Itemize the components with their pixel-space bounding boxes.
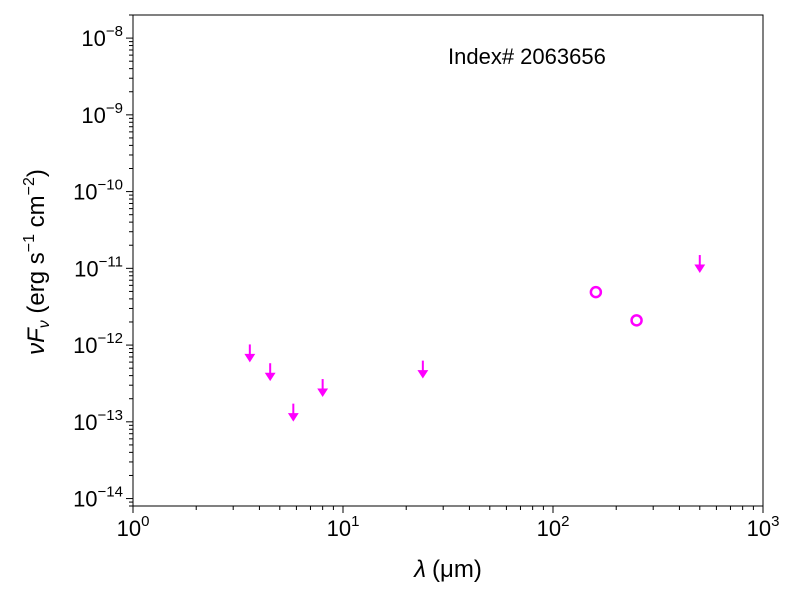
x-tick-exp: 2 bbox=[561, 513, 569, 530]
y-axis-exp1: −1 bbox=[21, 234, 38, 252]
upper-limit-arrow bbox=[417, 360, 429, 379]
y-tick-label: 10−12 bbox=[73, 330, 123, 358]
y-tick-base: 10 bbox=[81, 26, 105, 51]
y-tick-base: 10 bbox=[74, 256, 98, 281]
y-tick-exp: −8 bbox=[106, 23, 123, 40]
upper-limit-arrow bbox=[694, 255, 706, 273]
y-tick-label: 10−11 bbox=[74, 253, 123, 281]
x-axis-symbol: λ bbox=[412, 556, 426, 583]
upper-limit-head bbox=[417, 370, 429, 379]
y-tick-label: 10−8 bbox=[81, 23, 123, 51]
upper-limit-arrow bbox=[287, 403, 299, 422]
x-tick-label: 102 bbox=[537, 513, 570, 541]
y-tick-base: 10 bbox=[81, 103, 105, 128]
y-tick-exp: −11 bbox=[99, 253, 123, 270]
y-tick-base: 10 bbox=[73, 487, 97, 512]
y-tick-base: 10 bbox=[73, 180, 97, 205]
x-tick-base: 10 bbox=[327, 516, 351, 541]
y-tick-label: 10−9 bbox=[81, 100, 123, 128]
y-tick-label: 10−10 bbox=[73, 177, 123, 205]
y-tick-base: 10 bbox=[73, 410, 97, 435]
x-tick-exp: 0 bbox=[141, 513, 149, 530]
y-axis-unit-close: ) bbox=[23, 169, 50, 177]
chart-annotation: Index# 2063656 bbox=[448, 44, 606, 69]
y-axis-subscript: ν bbox=[36, 320, 53, 328]
y-axis-unit-open: (erg s bbox=[23, 252, 50, 320]
y-tick-exp: −13 bbox=[98, 407, 123, 424]
upper-limit-head bbox=[317, 388, 329, 397]
y-tick-label: 10−13 bbox=[73, 407, 123, 435]
y-axis-symbol: νF bbox=[23, 327, 50, 355]
x-tick-base: 10 bbox=[537, 516, 561, 541]
y-tick-exp: −10 bbox=[98, 177, 123, 194]
y-tick-exp: −9 bbox=[106, 100, 123, 117]
y-tick-label: 10−14 bbox=[73, 484, 123, 512]
x-tick-label: 101 bbox=[327, 513, 360, 541]
data-marks bbox=[244, 255, 706, 422]
x-axis-unit: (μm) bbox=[432, 556, 482, 583]
upper-limit-head bbox=[287, 413, 299, 422]
x-tick-base: 10 bbox=[747, 516, 771, 541]
y-axis-title: νFν (erg s−1 cm−2) bbox=[21, 169, 53, 355]
y-tick-base: 10 bbox=[73, 333, 97, 358]
x-tick-label: 103 bbox=[747, 513, 780, 541]
x-tick-base: 10 bbox=[117, 516, 141, 541]
plot-area bbox=[133, 15, 763, 506]
upper-limit-head bbox=[694, 264, 706, 273]
upper-limit-arrow bbox=[317, 379, 329, 397]
x-tick-label: 100 bbox=[117, 513, 150, 541]
upper-limit-head bbox=[244, 353, 256, 363]
plot-frame bbox=[132, 14, 764, 507]
y-axis-exp2: −2 bbox=[21, 177, 38, 195]
y-tick-exp: −14 bbox=[98, 484, 123, 501]
y-tick-exp: −12 bbox=[98, 330, 123, 347]
y-axis-unit-mid: cm bbox=[23, 195, 50, 234]
flux-point bbox=[589, 285, 603, 299]
x-axis-title: λ (μm) bbox=[412, 556, 482, 583]
upper-limit-arrow bbox=[244, 344, 256, 363]
upper-limit-arrow bbox=[264, 363, 276, 382]
x-tick-exp: 1 bbox=[351, 513, 359, 530]
upper-limit-head bbox=[264, 372, 276, 382]
x-tick-exp: 3 bbox=[771, 513, 779, 530]
axis-ticks: 100 101 102 10310−1410−1310−1210−1110−1010−… bbox=[73, 14, 780, 541]
flux-point bbox=[630, 314, 643, 327]
